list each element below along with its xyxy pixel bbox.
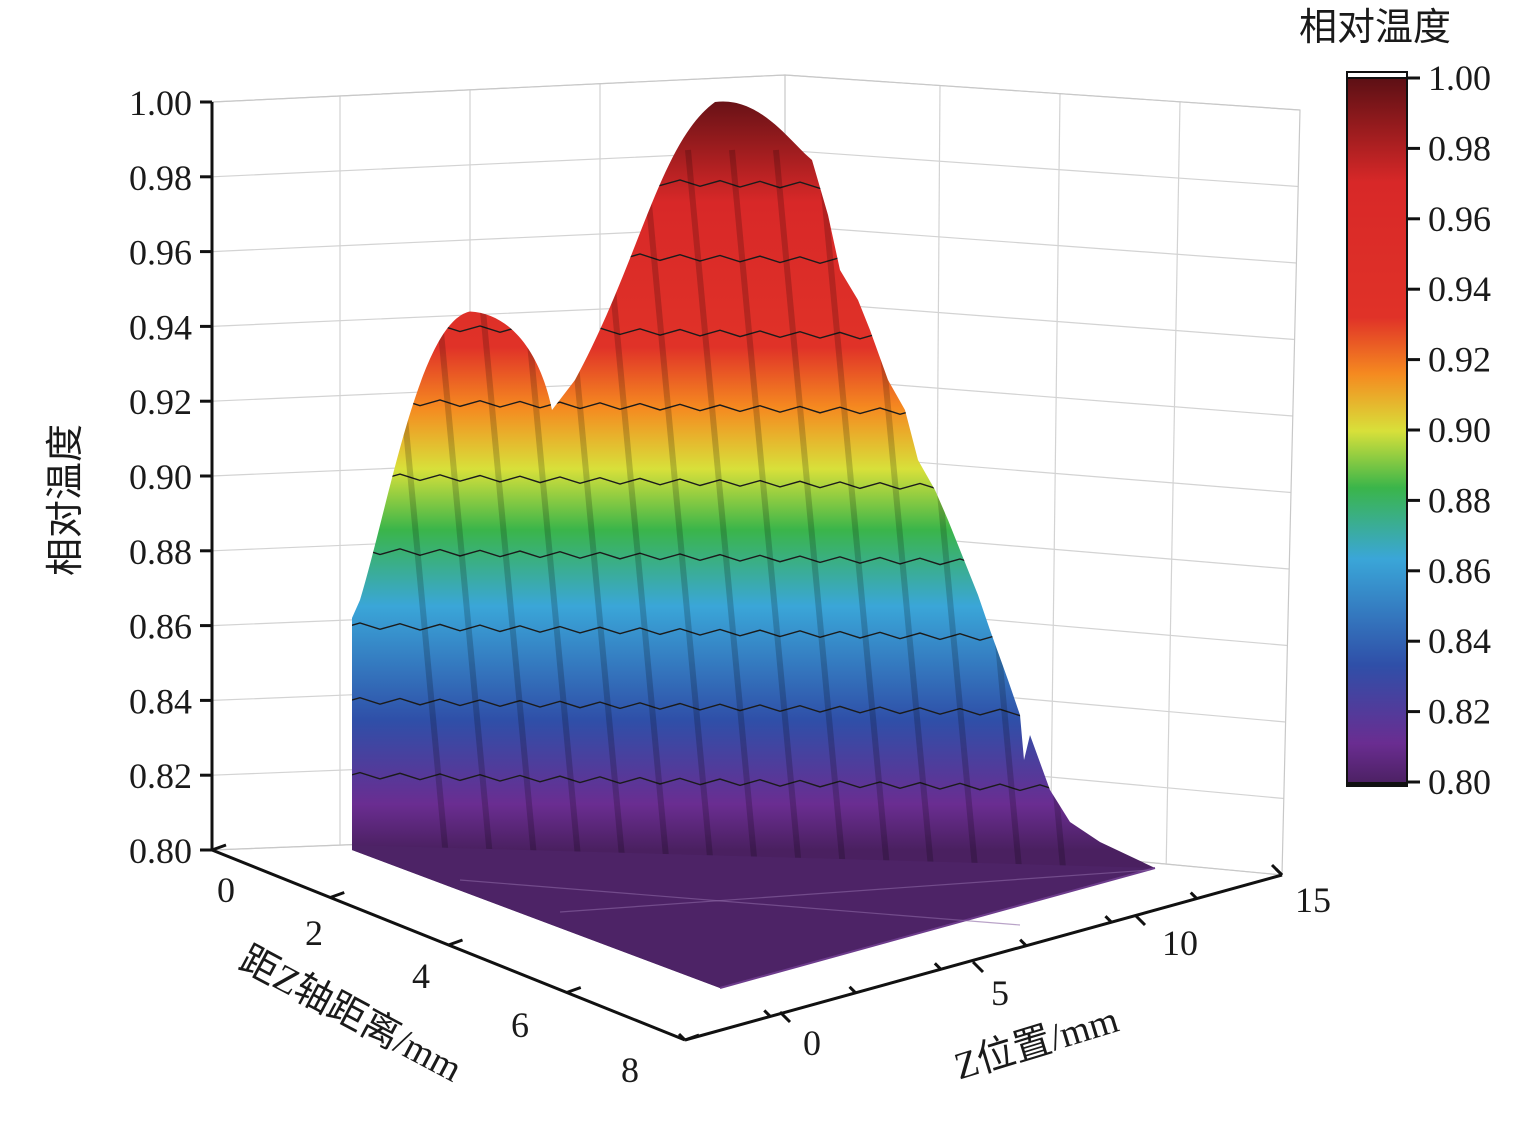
colorbar-tick-label: 0.80 <box>1428 762 1491 802</box>
colorbar-bottom-cap <box>1347 782 1407 787</box>
y-tick-label: 6 <box>511 1005 529 1045</box>
colorbar-tick-label: 1.00 <box>1428 58 1491 98</box>
y-tick-label: 8 <box>621 1050 639 1090</box>
x-minor-tick <box>933 962 942 971</box>
z-tick-label: 0.94 <box>129 307 192 347</box>
floor-gridline <box>459 879 1021 926</box>
colorbar-title: 相对温度 <box>1299 7 1451 49</box>
x-minor-tick <box>1189 891 1198 900</box>
x-tick-mark <box>1133 913 1147 927</box>
surface-facet-edge <box>773 149 849 901</box>
horizontal-gridline <box>211 74 1301 111</box>
z-tick-label: 0.86 <box>129 607 192 647</box>
colorbar-tick-label: 0.86 <box>1428 551 1491 591</box>
x-minor-tick <box>763 1009 772 1018</box>
y-tick-mark <box>684 1033 700 1042</box>
surface-facet-edge <box>817 149 893 901</box>
vertical-gridline <box>1165 101 1181 865</box>
x-tick-label: 5 <box>991 973 1009 1013</box>
z-tick-label: 0.98 <box>129 158 192 198</box>
z-axis-title: 相对温度 <box>45 424 87 576</box>
surface-facet-edge <box>641 149 717 901</box>
x-minor-tick <box>677 1032 687 1042</box>
z-tick-label: 0.88 <box>129 532 192 572</box>
x-axis-title: Z位置/mm <box>950 999 1124 1089</box>
y-axis-ticks: 0 2 4 6 8 <box>211 843 700 1090</box>
colorbar-tick-label: 0.98 <box>1428 128 1491 168</box>
y-tick-mark <box>211 843 227 852</box>
x-minor-tick <box>1019 938 1028 947</box>
colorbar: 相对温度 1.00 0.98 0.96 0.94 0.92 0.90 0.88 0.86 0.8… <box>1299 7 1491 802</box>
vertical-gridline <box>1049 93 1061 854</box>
x-minor-tick <box>1104 915 1113 924</box>
colorbar-tick-label: 0.96 <box>1428 199 1491 239</box>
floor-highlight <box>719 867 1156 989</box>
colorbar-tick-label: 0.84 <box>1428 621 1491 661</box>
z-tick-label: 1.00 <box>129 83 192 123</box>
z-tick-label: 0.80 <box>129 831 192 871</box>
x-tick-label: 0 <box>803 1023 821 1063</box>
colorbar-top-cap <box>1346 71 1408 79</box>
y-tick-label: 0 <box>217 870 235 910</box>
colorbar-gradient <box>1346 75 1408 787</box>
x-tick-label: 10 <box>1162 923 1198 963</box>
y-tick-mark <box>447 938 464 947</box>
x-tick-mark <box>778 1010 792 1024</box>
contour-line <box>352 771 1081 792</box>
z-tick-label: 0.82 <box>129 756 192 796</box>
surface-facet-edge <box>685 149 761 901</box>
x-minor-tick <box>848 985 857 994</box>
colorbar-tick-label: 0.88 <box>1428 480 1491 520</box>
colorbar-tick-label: 0.90 <box>1428 410 1491 450</box>
contour-line <box>352 622 1081 643</box>
y-tick-label: 4 <box>412 956 430 996</box>
z-tick-label: 0.84 <box>129 681 192 721</box>
x-tick-label: 15 <box>1295 880 1331 920</box>
x-axis-line <box>684 873 1283 1042</box>
colorbar-tick-label: 0.94 <box>1428 269 1491 309</box>
z-tick-label: 0.96 <box>129 233 192 273</box>
x-minor-tick <box>1274 867 1284 877</box>
z-axis-ticks: 0.80 0.82 0.84 0.86 0.88 0.90 0.92 0.94 0.96 0.98… <box>129 83 212 871</box>
contour-line <box>352 697 1081 718</box>
y-tick-mark <box>329 891 345 899</box>
y-tick-label: 2 <box>305 913 323 953</box>
colorbar-ticks: 1.00 0.98 0.96 0.94 0.92 0.90 0.88 0.86 0.84 0.82… <box>1407 58 1491 802</box>
x-tick-mark <box>971 960 985 974</box>
contour-line <box>352 547 1081 568</box>
floor-gridline <box>559 869 1151 913</box>
colorbar-tick-label: 0.82 <box>1428 692 1491 732</box>
x-axis-ticks: 0 5 10 15 <box>677 863 1331 1063</box>
y-axis-title: 距Z轴距离/mm <box>233 938 469 1090</box>
z-tick-label: 0.90 <box>129 457 192 497</box>
colorbar-tick-label: 0.92 <box>1428 340 1491 380</box>
floor-surface <box>352 845 1155 988</box>
z-tick-label: 0.92 <box>129 382 192 422</box>
y-tick-mark <box>566 986 582 994</box>
surface-facet-edge <box>729 149 805 901</box>
